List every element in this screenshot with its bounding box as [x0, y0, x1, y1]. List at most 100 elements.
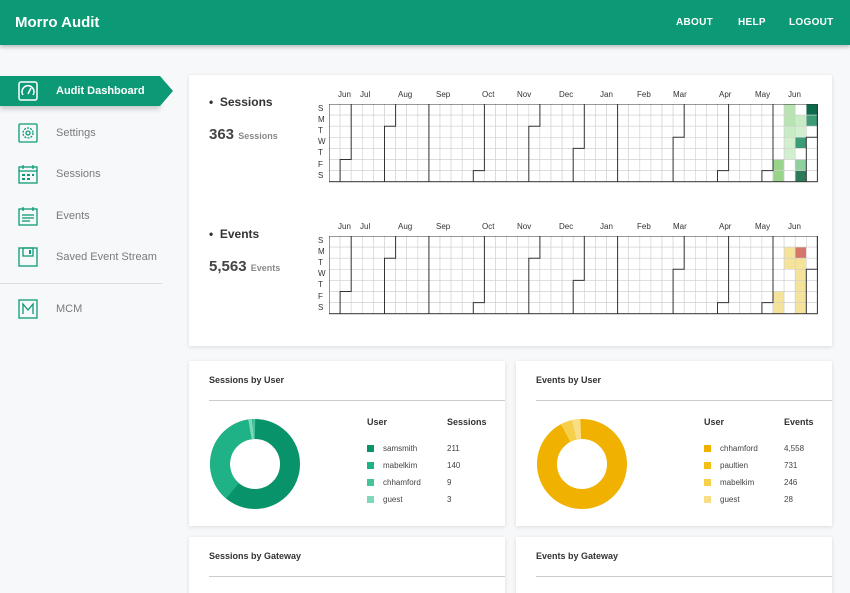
heatmap-cell	[584, 257, 596, 270]
heatmap-cell	[361, 136, 374, 149]
heatmap-cell	[450, 159, 463, 171]
heatmap-cell	[650, 302, 663, 314]
heatmap-cell	[473, 246, 485, 259]
sidebar-item-audit-dashboard[interactable]: Audit Dashboard	[0, 76, 173, 106]
heatmap-cell	[584, 114, 596, 127]
heatmap-cell	[694, 114, 707, 127]
heatmap-cell	[506, 148, 519, 160]
app-title[interactable]: Morro Audit	[15, 14, 100, 31]
sidebar-item-sessions[interactable]: Sessions	[0, 159, 162, 189]
month-label: Apr	[719, 222, 732, 231]
month-boundary	[339, 236, 352, 314]
heatmap-cell	[373, 125, 385, 138]
heatmap-cell	[484, 280, 496, 292]
heatmap-cell	[495, 280, 507, 292]
heatmap-cell	[350, 114, 363, 127]
heatmap-cell	[683, 148, 696, 160]
heatmap-cell	[761, 291, 774, 303]
heatmap-cell	[794, 159, 807, 171]
legend-swatch	[367, 496, 374, 503]
heatmap-cell	[484, 302, 496, 314]
heatmap-cell	[717, 280, 729, 292]
heatmap-cell	[428, 170, 441, 182]
heatmap-cell	[706, 302, 718, 314]
heatmap-cell	[694, 280, 707, 292]
heatmap-cell	[484, 148, 496, 160]
month-label: May	[755, 90, 771, 99]
sidebar-item-saved-event-stream[interactable]: Saved Event Stream	[0, 242, 162, 272]
heatmap-cell	[439, 268, 452, 281]
top-bar: Morro Audit ABOUT HELP LOGOUT	[0, 0, 850, 45]
heatmap-cell	[528, 257, 541, 270]
sidebar-item-mcm[interactable]: MCM	[0, 294, 162, 324]
heatmap-cell	[728, 291, 741, 303]
heatmap-cell	[539, 257, 552, 270]
heatmap-cell	[550, 136, 563, 149]
calendar-icon	[18, 165, 38, 184]
heatmap-cell	[661, 125, 674, 138]
heatmap-cell	[417, 136, 430, 149]
heatmap-cell	[584, 246, 596, 259]
heatmap-cell	[728, 302, 741, 314]
card-divider	[209, 576, 505, 577]
heatmap-cell	[694, 236, 707, 248]
heatmap-cell	[517, 159, 530, 171]
heatmap-cell	[661, 268, 674, 281]
logout-link[interactable]: LOGOUT	[789, 17, 834, 28]
heatmap-cell	[672, 280, 685, 292]
heatmap-cell	[528, 268, 541, 281]
heatmap-cell	[506, 236, 519, 248]
heatmap-cell	[461, 159, 474, 171]
heatmap-cell	[528, 280, 541, 292]
sidebar-item-settings[interactable]: Settings	[0, 118, 162, 148]
heatmap-cell	[339, 114, 352, 127]
month-label: May	[755, 222, 771, 231]
heatmap-cell	[739, 291, 752, 303]
heatmap-cell	[484, 291, 496, 303]
heatmap-cell	[617, 104, 630, 116]
sessions-count: 363 Sessions	[209, 126, 278, 143]
heatmap-cell	[484, 125, 496, 138]
heatmap-cell	[672, 170, 685, 182]
legend-swatch	[704, 496, 711, 503]
day-label: T	[318, 258, 323, 268]
heatmap-cell	[439, 280, 452, 292]
heatmap-cell	[484, 114, 496, 127]
heatmap-cell	[772, 302, 785, 314]
sidebar-item-events[interactable]: Events	[0, 201, 162, 231]
heatmap-cell	[373, 257, 385, 270]
heatmap-cell	[639, 148, 652, 160]
heatmap-cell	[428, 291, 441, 303]
legend-value: 9	[447, 478, 452, 487]
month-boundary	[472, 104, 485, 182]
heatmap-cell	[417, 114, 430, 127]
heatmap-cell	[461, 302, 474, 314]
heatmap-cell	[672, 268, 685, 281]
heatmap-cell	[506, 302, 519, 314]
help-link[interactable]: HELP	[738, 17, 766, 28]
heatmap-cell	[450, 148, 463, 160]
heatmap-cell	[683, 246, 696, 259]
card-divider	[536, 400, 832, 401]
about-link[interactable]: ABOUT	[676, 17, 714, 28]
day-label: S	[318, 104, 324, 113]
column-header-sessions: Sessions	[447, 417, 487, 427]
heatmap-cell	[484, 246, 496, 259]
heatmap-cell	[617, 170, 630, 182]
heatmap-cell	[717, 257, 729, 270]
heatmap-cell	[595, 159, 607, 171]
heatmap-cell	[595, 257, 607, 270]
heatmap-cell	[683, 302, 696, 314]
heatmap-cell	[539, 159, 552, 171]
heatmap-cell	[617, 302, 630, 314]
heatmap-cell	[761, 257, 774, 270]
events-count: 5,563 Events	[209, 258, 281, 275]
month-label: Sep	[436, 90, 451, 99]
heatmap-cell	[417, 104, 430, 116]
heatmap-cell	[361, 268, 374, 281]
heatmap-cell	[706, 291, 718, 303]
heatmap-cell	[417, 280, 430, 292]
heatmap-cell	[639, 159, 652, 171]
heatmap-cell	[561, 104, 574, 116]
month-label: Jun	[338, 90, 351, 99]
